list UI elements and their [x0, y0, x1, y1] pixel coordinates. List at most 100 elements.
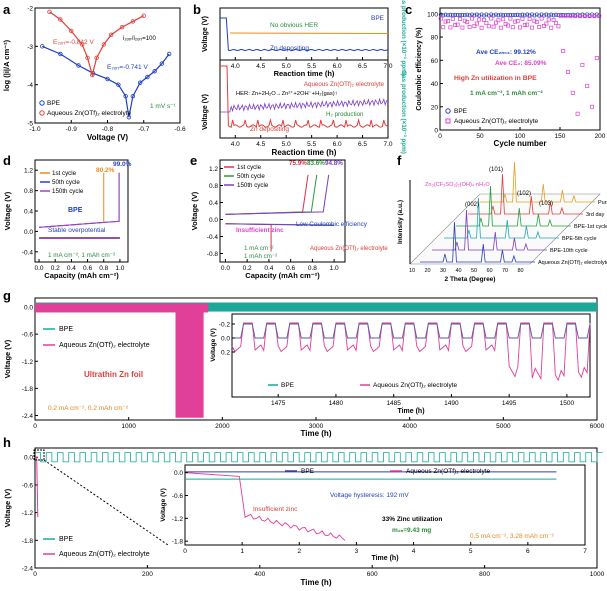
data-point — [513, 13, 518, 18]
data-point — [159, 61, 165, 66]
x-tick-label: 50 — [476, 133, 484, 140]
x-axis-label: Capacity (mAh cm⁻²) — [44, 271, 119, 280]
data-point — [558, 14, 563, 19]
data-point — [108, 32, 114, 38]
data-point — [85, 55, 90, 61]
x-tick-label: 200 — [142, 571, 153, 578]
y-tick-label: 0.0 — [209, 217, 218, 224]
panel-label: c — [405, 2, 412, 17]
data-point — [116, 82, 121, 87]
data-point — [145, 74, 150, 80]
legend-item: 50th cycle — [52, 179, 80, 186]
x-tick-label: 1000 — [121, 423, 136, 430]
x-tick-label: 0.8 — [308, 265, 317, 272]
x-axis-label: Time (h) — [301, 429, 332, 438]
inset-y-label: Voltage (V) — [210, 328, 217, 361]
data-point — [486, 24, 491, 29]
x-tick-label: 1 — [240, 548, 244, 555]
x-tick-label: 5 — [469, 548, 473, 555]
x-axis-label: Capacity (mAh cm⁻²) — [245, 271, 320, 280]
data-point — [460, 12, 465, 17]
panel-e-frame — [219, 159, 346, 263]
legend-marker — [39, 110, 45, 116]
data-point — [515, 19, 520, 24]
y-axis-label: Intensity (a.u.) — [397, 200, 404, 244]
y-tick-label: -5 — [27, 121, 33, 128]
data-point — [470, 12, 474, 17]
series-bpe-band — [35, 302, 597, 312]
x-tick-label: 1495 — [502, 400, 517, 407]
inset-frame — [184, 464, 586, 546]
x-tick-label: 6000 — [590, 423, 605, 430]
data-point — [40, 44, 45, 49]
note: Stable overpotential — [48, 227, 106, 234]
data-point — [525, 12, 530, 17]
data-point — [522, 13, 527, 18]
series-xrd — [456, 185, 571, 227]
data-point — [58, 17, 63, 22]
y-tick-label: 60 — [431, 58, 439, 65]
data-point — [126, 115, 132, 120]
y-tick-label: 20 — [431, 104, 439, 111]
ce-label: 83.6% — [307, 160, 325, 167]
data-point — [130, 19, 136, 24]
y-tick-label: -0.6 — [22, 482, 34, 489]
data-point — [130, 93, 136, 99]
data-point — [441, 13, 446, 18]
data-point — [522, 23, 527, 27]
x-axis-label: Cycle number — [494, 139, 547, 148]
data-point — [450, 16, 455, 21]
y-tick-label: -0.2 — [219, 322, 231, 329]
data-point — [515, 12, 520, 17]
y-axis-label: Voltage (V) — [190, 191, 199, 230]
legend-item: 1st cycle — [52, 170, 77, 177]
data-point — [450, 13, 455, 18]
y-tick-label: -2.4 — [22, 566, 34, 573]
data-point — [594, 56, 599, 60]
panel-b-top-frame — [219, 7, 389, 61]
x-tick-label: 0 — [183, 548, 187, 555]
y-tick-label: -4 — [27, 82, 33, 89]
x-tick-label: 4.5 — [256, 141, 265, 148]
data-point — [585, 83, 590, 88]
data-point — [501, 13, 506, 18]
y-axis-label: log (|i|/A cm⁻²) — [2, 39, 11, 91]
y-tick-label: -1.2 — [22, 359, 34, 366]
x-tick-label: 150 — [555, 133, 566, 140]
x-tick-label: 0 — [438, 133, 442, 140]
data-point — [501, 17, 506, 22]
bottom-note-her: HER: Zn+2H₂O→Zn²⁺+2OH⁻+H₂(gas)↑ — [236, 90, 338, 97]
bottom-label: Aqueous Zn(OTf)₂ electrolyte — [304, 81, 385, 88]
x-tick-label: -1.0 — [29, 126, 41, 133]
data-point — [491, 24, 496, 29]
x-tick-label: 2 — [297, 548, 301, 555]
legend-bpe: BPE — [454, 108, 468, 115]
y-tick-label: -1.8 — [22, 386, 34, 393]
bottom-note-zn: Zn depositing — [250, 126, 289, 133]
y-tick-label: -1.2 — [22, 510, 34, 517]
peak-label: (103) — [539, 201, 553, 207]
x-tick-label: 600 — [367, 571, 378, 578]
series-xrd — [480, 161, 595, 203]
data-point — [597, 14, 602, 19]
data-point — [462, 13, 467, 18]
x-tick-label: 1475 — [271, 400, 286, 407]
x-tick-label: 4.5 — [256, 63, 265, 70]
inset-legend-aqueous: Aqueous Zn(OTf)₂ electrolyte — [373, 382, 458, 389]
y-tick-label: 0.4 — [209, 200, 218, 207]
series-bpe-gas — [230, 32, 389, 34]
legend-aqueous: Aqueous Zn(OTf)₂ electrolyte — [59, 551, 150, 558]
data-point — [498, 12, 503, 17]
data-point — [518, 13, 522, 18]
series-aqueous-band — [35, 303, 209, 313]
data-point — [90, 72, 95, 78]
panel-label: d — [3, 153, 11, 168]
inset-x-label: Time (h) — [397, 408, 424, 415]
y-tick-label: 0.2 — [221, 350, 230, 357]
series-label: BPE-5th cycle — [562, 236, 597, 242]
xrd-floor — [409, 193, 601, 265]
x-tick-label: 20 — [424, 268, 430, 274]
data-point — [573, 14, 578, 19]
utilization-label: 33% Zinc utilization — [382, 516, 442, 523]
